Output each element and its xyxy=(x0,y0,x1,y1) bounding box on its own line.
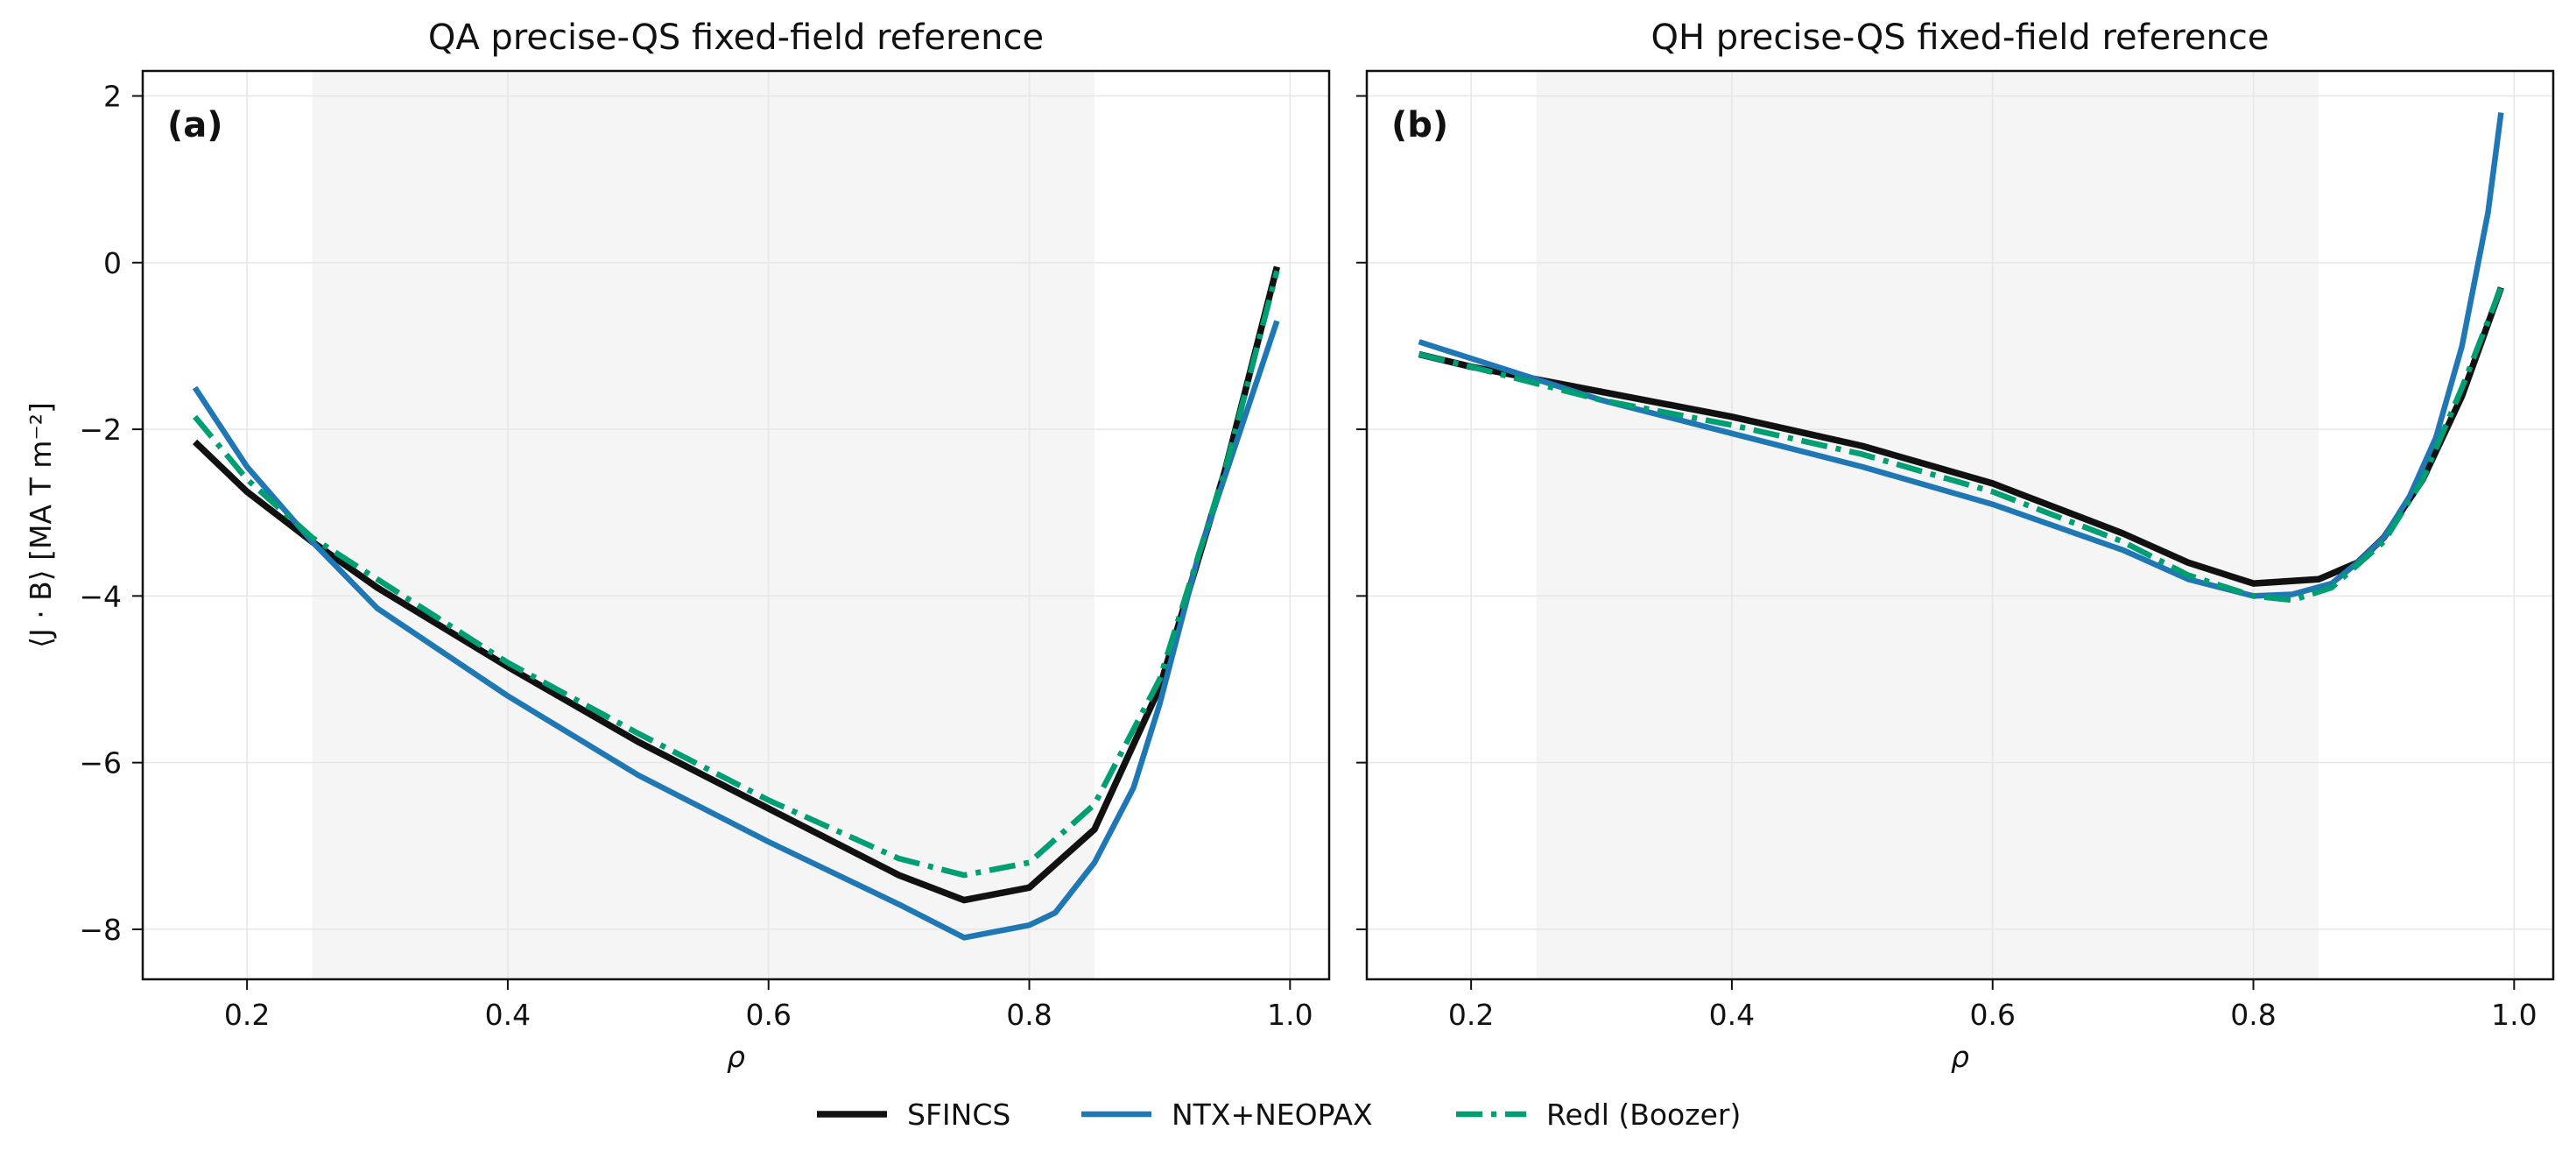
qh-shaded-band xyxy=(1536,71,2319,979)
qa-xtick-label-1: 0.4 xyxy=(485,998,531,1032)
qh-axes-frame xyxy=(1365,69,2555,981)
qa-ylabel: ⟨J · B⟩ [MA T m⁻²] xyxy=(24,402,58,648)
qa-ytick-label-5: −8 xyxy=(79,913,122,947)
qh-xtick-label-1: 0.4 xyxy=(1709,998,1755,1032)
qh-xtick-label-3: 0.8 xyxy=(2230,998,2276,1032)
legend-label-sfincs: SFINCS xyxy=(907,1098,1010,1132)
qa-chart-panel: 0.2 0.4 0.6 0.8 1.0 2 0 −2 −4 −6 −8 QA precise-QS f… xyxy=(24,18,1331,1074)
qh-panel-label: (b) xyxy=(1391,105,1448,145)
qa-ytick-label-0: 2 xyxy=(103,80,122,114)
qh-series-redl-boozer xyxy=(1418,286,2504,604)
qa-series-ntx-neopax xyxy=(192,320,1280,941)
qa-series-group xyxy=(192,265,1281,941)
qa-title: QA precise-QS fixed-field reference xyxy=(428,18,1044,58)
qh-series-group xyxy=(1418,112,2504,604)
legend-label-ntx-neopax: NTX+NEOPAX xyxy=(1172,1098,1373,1132)
qa-xtick-label-4: 1.0 xyxy=(1267,998,1313,1032)
qh-xtick-label-4: 1.0 xyxy=(2491,998,2537,1032)
qa-ytick-label-4: −6 xyxy=(79,746,122,780)
qa-xtick-label-0: 0.2 xyxy=(224,998,270,1032)
qa-ytick-label-2: −2 xyxy=(79,413,122,447)
qa-xtick-label-2: 0.6 xyxy=(745,998,791,1032)
legend: SFINCS NTX+NEOPAX Redl (Boozer) xyxy=(817,1098,1741,1132)
qa-panel-label: (a) xyxy=(167,105,223,145)
qa-series-redl-boozer xyxy=(193,270,1280,879)
qa-xlabel: ρ xyxy=(727,1040,745,1074)
legend-label-redl-boozer: Redl (Boozer) xyxy=(1546,1098,1741,1132)
qh-chart-panel: 0.2 0.4 0.6 0.8 1.0 QH precise-QS fixed-field… xyxy=(1356,18,2555,1074)
qa-ytick-label-1: 0 xyxy=(103,246,122,280)
qa-ytick-label-3: −4 xyxy=(79,579,122,613)
qa-axes-frame xyxy=(141,69,1331,981)
qh-xtick-label-2: 0.6 xyxy=(1969,998,2015,1032)
qa-xtick-label-3: 0.8 xyxy=(1006,998,1052,1032)
qh-xlabel: ρ xyxy=(1951,1040,1969,1074)
qh-title: QH precise-QS fixed-field reference xyxy=(1651,18,2270,58)
qh-xtick-label-0: 0.2 xyxy=(1448,998,1494,1032)
qa-shaded-band xyxy=(312,71,1094,979)
